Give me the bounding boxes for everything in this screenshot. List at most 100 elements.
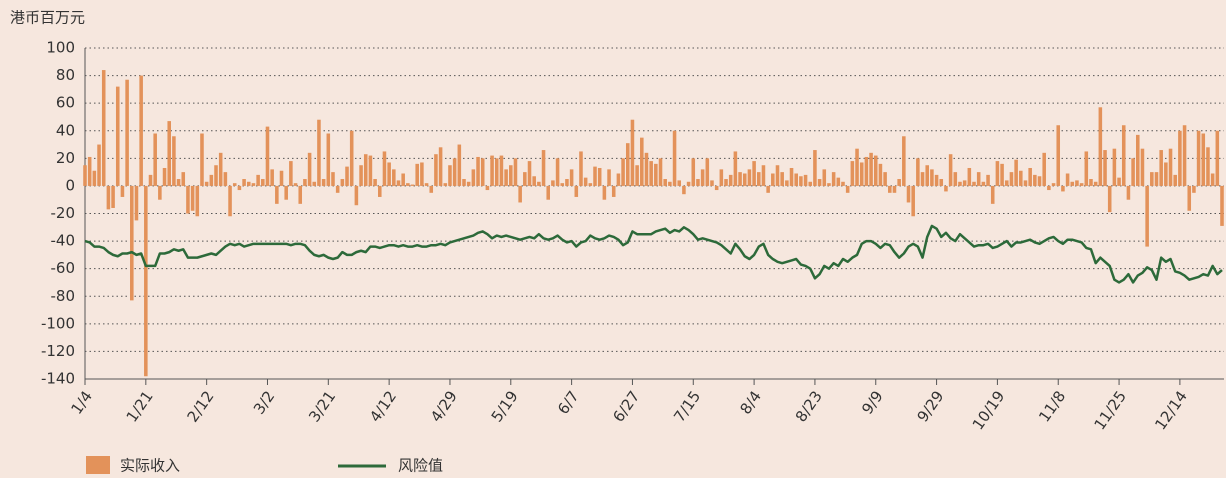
bar bbox=[663, 179, 667, 186]
bar bbox=[1084, 151, 1089, 186]
bar bbox=[1033, 174, 1037, 186]
bar bbox=[228, 185, 232, 217]
bar bbox=[246, 181, 251, 186]
bar bbox=[537, 181, 541, 186]
legend-swatch bbox=[86, 456, 110, 474]
legend-label: 实际收入 bbox=[120, 457, 180, 475]
bar bbox=[387, 162, 391, 186]
bar bbox=[125, 79, 129, 186]
bar bbox=[864, 156, 869, 186]
bar bbox=[204, 181, 209, 186]
bar bbox=[841, 181, 845, 186]
y-tick-label: -100 bbox=[41, 314, 75, 332]
bar bbox=[761, 165, 766, 186]
x-tick-label: 8/4 bbox=[736, 388, 765, 418]
bar bbox=[377, 185, 382, 197]
bar bbox=[321, 179, 326, 186]
bar bbox=[1164, 162, 1168, 186]
bar bbox=[190, 185, 195, 211]
bar bbox=[317, 119, 321, 186]
bar bbox=[499, 155, 504, 186]
bar bbox=[668, 181, 672, 186]
bar bbox=[471, 169, 476, 186]
bar bbox=[349, 130, 354, 186]
bar bbox=[771, 173, 775, 186]
bar bbox=[822, 169, 827, 186]
bar bbox=[1093, 181, 1098, 186]
bar bbox=[747, 169, 752, 186]
bar bbox=[368, 155, 373, 186]
y-tick-label: 40 bbox=[56, 121, 75, 139]
bar bbox=[406, 183, 410, 186]
bar bbox=[261, 179, 265, 186]
bar bbox=[115, 86, 120, 186]
bar bbox=[873, 155, 878, 186]
bar bbox=[719, 169, 724, 186]
bar bbox=[808, 181, 813, 186]
x-tick-label: 11/8 bbox=[1035, 388, 1069, 426]
bar bbox=[967, 167, 972, 186]
bar bbox=[803, 174, 808, 186]
bar bbox=[728, 174, 733, 186]
bar bbox=[181, 172, 186, 186]
bar bbox=[934, 174, 939, 186]
bar bbox=[415, 163, 419, 186]
bar bbox=[836, 177, 841, 186]
bar bbox=[1178, 130, 1182, 186]
x-tick-label: 1/4 bbox=[67, 388, 96, 418]
bar bbox=[144, 185, 148, 377]
bar bbox=[785, 180, 789, 186]
bar bbox=[588, 183, 593, 186]
bar bbox=[995, 161, 1000, 186]
bar bbox=[345, 166, 349, 186]
bar bbox=[480, 158, 485, 186]
bar bbox=[279, 170, 284, 186]
bar bbox=[312, 181, 317, 186]
x-tick-label: 9/29 bbox=[913, 388, 947, 426]
bar bbox=[789, 167, 794, 186]
bar bbox=[242, 179, 246, 186]
bar bbox=[649, 161, 653, 186]
bar bbox=[251, 183, 256, 186]
bar bbox=[1056, 125, 1061, 186]
bar bbox=[401, 173, 405, 186]
bar bbox=[1000, 163, 1004, 186]
bar bbox=[434, 154, 438, 186]
bar bbox=[523, 172, 527, 186]
bar bbox=[654, 163, 658, 186]
bar bbox=[794, 173, 798, 186]
x-tick-label: 3/21 bbox=[305, 388, 339, 426]
bar bbox=[1150, 172, 1154, 186]
bar bbox=[232, 183, 237, 186]
bar bbox=[373, 179, 377, 186]
y-tick-label: 20 bbox=[56, 149, 75, 167]
bar bbox=[396, 180, 401, 186]
bar bbox=[635, 165, 639, 186]
bar bbox=[153, 133, 157, 186]
bar bbox=[1107, 185, 1112, 213]
bar bbox=[532, 176, 536, 186]
bar bbox=[1103, 150, 1107, 186]
bar bbox=[214, 165, 218, 186]
bar bbox=[148, 174, 153, 186]
bar bbox=[176, 179, 181, 186]
bar bbox=[429, 185, 434, 193]
bar bbox=[640, 137, 644, 186]
bar bbox=[925, 165, 930, 186]
y-tick-label: -60 bbox=[51, 259, 76, 277]
bar bbox=[494, 158, 499, 186]
x-tick-label: 3/2 bbox=[250, 388, 279, 418]
x-tick-label: 9/9 bbox=[858, 388, 887, 418]
bar bbox=[130, 185, 134, 301]
bar bbox=[855, 148, 859, 186]
line bbox=[84, 224, 1223, 284]
bar bbox=[616, 173, 621, 186]
bar bbox=[1089, 179, 1093, 186]
bar bbox=[738, 172, 742, 186]
bar bbox=[1009, 172, 1014, 186]
x-tick-label: 5/19 bbox=[488, 388, 522, 426]
bar bbox=[911, 185, 915, 217]
bar bbox=[1065, 173, 1070, 186]
bar bbox=[363, 154, 368, 186]
bar bbox=[672, 130, 677, 186]
